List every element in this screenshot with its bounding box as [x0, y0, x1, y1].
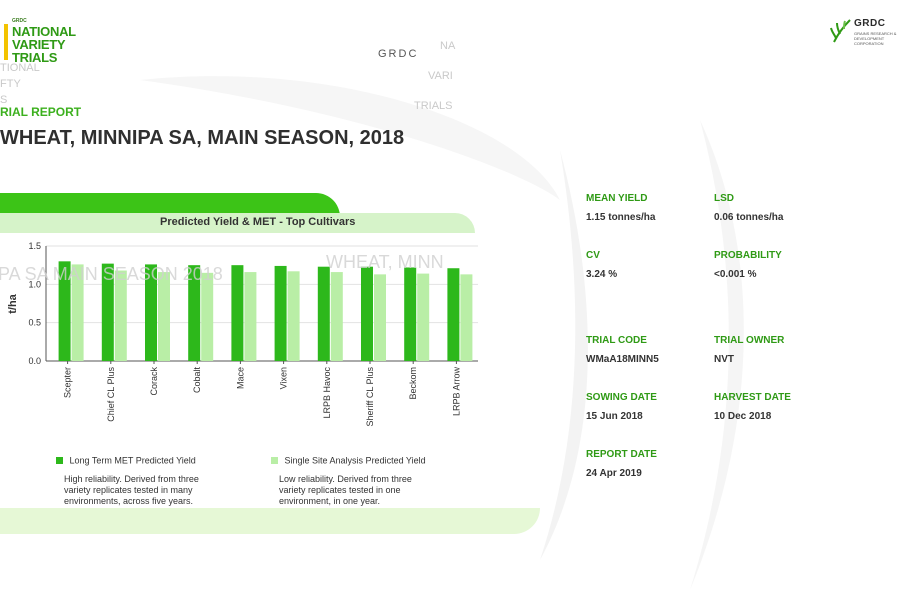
x-category-label: LRPB Arrow	[451, 367, 461, 417]
stat-value: 0.06 tonnes/ha	[714, 212, 784, 223]
legend-swatch-single	[271, 457, 278, 465]
nvt-logo-line2: VARIETY	[12, 37, 66, 52]
stat-probability: PROBABILITY <0.001 %	[714, 250, 782, 280]
bar-single-site	[244, 272, 257, 361]
stat-harvest-date: HARVEST DATE 10 Dec 2018	[714, 392, 791, 422]
y-axis-label: t/ha	[7, 293, 19, 313]
legend-desc-met: High reliability. Derived from three var…	[64, 473, 199, 506]
bar-met	[188, 265, 201, 361]
legend-met: Long Term MET Predicted Yield High relia…	[56, 455, 224, 507]
x-category-label: Vixen	[279, 367, 289, 389]
bottom-band	[0, 508, 540, 534]
x-category-label: Beckom	[408, 367, 418, 400]
stat-label: HARVEST DATE	[714, 392, 791, 403]
legend-label-single: Single Site Analysis Predicted Yield	[284, 455, 426, 466]
bar-single-site	[158, 272, 170, 361]
chart-header-band	[0, 213, 475, 233]
ghost-text: PA SA MAIN SEASON 2018	[0, 264, 223, 284]
stat-label: TRIAL OWNER	[714, 335, 785, 346]
y-tick-label: 1.5	[28, 241, 41, 251]
y-tick-label: 0.5	[28, 318, 41, 328]
stat-value: 15 Jun 2018	[586, 411, 643, 422]
stat-value: 3.24 %	[586, 269, 618, 280]
ghost-text: FTY	[0, 78, 21, 90]
stat-label: PROBABILITY	[714, 250, 782, 261]
bar-single-site	[417, 273, 430, 361]
x-category-label: Chief CL Plus	[106, 367, 116, 422]
stat-label: REPORT DATE	[586, 449, 657, 460]
bar-single-site	[71, 264, 84, 361]
stat-value: WMaA18MINN5	[586, 354, 659, 365]
ghost-text: TIONAL	[0, 62, 40, 74]
stat-value: 24 Apr 2019	[586, 468, 642, 479]
grdc-logo-word: GRDC	[854, 18, 886, 29]
bar-single-site	[330, 272, 343, 361]
ghost-text: WHEAT, MINN	[326, 252, 444, 272]
yield-bar-chart: 0.0 0.5 1.0 1.5 Scepter Chief CL Plus Corack C…	[0, 241, 478, 427]
bar-met	[404, 267, 417, 361]
stat-trial-code: TRIAL CODE WMaA18MINN5	[586, 335, 659, 365]
ghost-text: NA	[440, 40, 456, 52]
bar-met	[58, 261, 71, 361]
grdc-logo-subtitle: GRAINS RESEARCH & DEVELOPMENT CORPORATIO…	[854, 31, 897, 46]
x-category-label: Scepter	[63, 367, 73, 398]
stat-trial-owner: TRIAL OWNER NVT	[714, 335, 784, 365]
bar-met	[231, 265, 244, 361]
bar-single-site	[287, 271, 300, 361]
x-category-label: Mace	[235, 367, 245, 389]
legend-label-met: Long Term MET Predicted Yield	[69, 455, 196, 466]
stat-label: CV	[586, 250, 600, 261]
bar-single-site	[374, 274, 386, 361]
nvt-logo-line1: NATIONAL	[12, 24, 76, 39]
stat-lsd: LSD 0.06 tonnes/ha	[714, 193, 783, 223]
x-category-label: Corack	[149, 367, 159, 396]
stat-report-date: REPORT DATE 24 Apr 2019	[586, 449, 657, 479]
nvt-logo-small-text: GRDC	[12, 18, 27, 24]
x-category-label: LRPB Havoc	[322, 367, 332, 419]
report-label: RIAL REPORT	[0, 105, 82, 119]
wheat-icon	[830, 19, 851, 43]
bar-single-site	[114, 270, 127, 361]
bar-single-site	[460, 274, 473, 361]
legend-swatch-met	[56, 457, 63, 465]
bar-met	[274, 265, 287, 361]
page-title: WHEAT, MINNIPA SA, MAIN SEASON, 2018	[0, 127, 405, 149]
grdc-logo: GRDC GRAINS RESEARCH & DEVELOPMENT CORPO…	[830, 14, 900, 48]
nvt-logo: GRDC NATIONAL VARIETY TRIALS	[0, 18, 80, 66]
bar-single-site	[201, 272, 214, 361]
x-category-label: Cobalt	[192, 367, 202, 394]
stat-label: MEAN YIELD	[586, 193, 648, 204]
stat-value: <0.001 %	[714, 269, 757, 280]
y-tick-label: 0.0	[28, 356, 41, 366]
stat-label: TRIAL CODE	[586, 335, 647, 346]
x-category-label: Sheriff CL Plus	[365, 367, 375, 427]
stat-cv: CV 3.24 %	[586, 250, 617, 280]
stat-sowing-date: SOWING DATE 15 Jun 2018	[586, 392, 657, 422]
ghost-text: TRIALS	[414, 100, 453, 112]
bar-met	[447, 268, 460, 361]
bar-met	[101, 263, 114, 361]
chart-title: Predicted Yield & MET - Top Cultivars	[160, 216, 356, 228]
stat-label: LSD	[714, 193, 734, 204]
ghost-text: VARI	[428, 70, 453, 82]
stat-value: NVT	[714, 354, 734, 365]
ghost-text: GRDC	[378, 48, 419, 60]
nvt-logo-line3: TRIALS	[12, 50, 58, 65]
y-tick-label: 1.0	[28, 279, 41, 289]
bar-met	[361, 266, 373, 361]
nvt-logo-bar	[4, 24, 8, 60]
legend-desc-single: Low reliability. Derived from three vari…	[279, 473, 412, 506]
ghost-text: S	[0, 94, 8, 106]
legend-single: Single Site Analysis Predicted Yield Low…	[271, 455, 439, 507]
stat-label: SOWING DATE	[586, 392, 657, 403]
stat-value: 1.15 tonnes/ha	[586, 212, 656, 223]
bar-met	[145, 264, 157, 361]
stat-mean-yield: MEAN YIELD 1.15 tonnes/ha	[586, 193, 655, 223]
bar-met	[317, 266, 330, 361]
stat-value: 10 Dec 2018	[714, 411, 772, 422]
